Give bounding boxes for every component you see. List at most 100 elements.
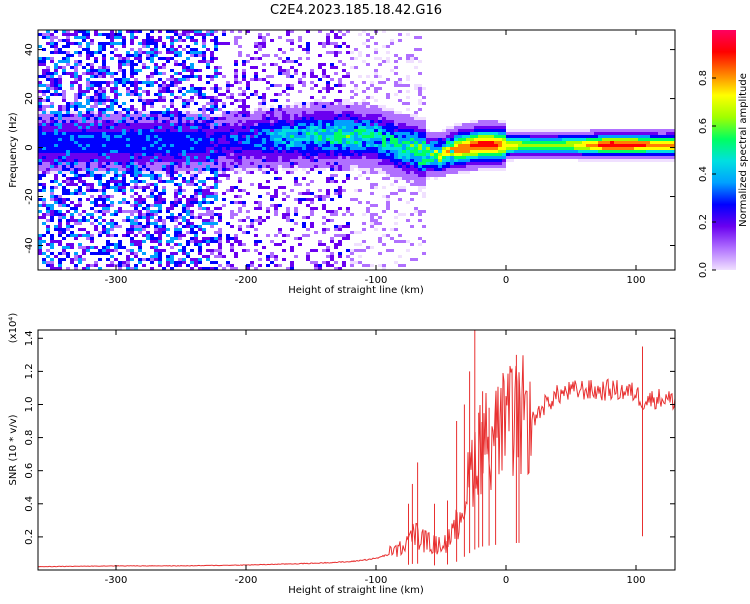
spectrogram-cell (210, 96, 214, 99)
spectrogram-cell (50, 234, 54, 237)
spectrogram-cell (386, 201, 390, 204)
spectrogram-cell (106, 123, 110, 126)
spectrogram-cell (118, 135, 122, 138)
spectrogram-cell (354, 138, 358, 141)
spectrogram-cell (182, 177, 186, 180)
spectrogram-cell (118, 180, 122, 183)
spectrogram-cell (382, 111, 386, 114)
spectrogram-cell (370, 111, 374, 114)
spectrogram-cell (78, 165, 82, 168)
spectrogram-cell (162, 219, 166, 222)
spectrogram-cell (74, 75, 78, 78)
spectrogram-cell (110, 39, 114, 42)
spectrogram-cell (158, 201, 162, 204)
spectrogram-cell (86, 87, 90, 90)
spectrogram-cell (70, 201, 74, 204)
spectrogram-cell (266, 117, 270, 120)
spectrogram-cell (58, 225, 62, 228)
spectrogram-cell (398, 132, 402, 135)
spectrogram-cell (306, 159, 310, 162)
spectrogram-cell (154, 123, 158, 126)
spectrogram-cell (518, 132, 522, 135)
spectrogram-cell (174, 123, 178, 126)
spectrogram-cell (78, 30, 82, 33)
spectrogram-cell (398, 33, 402, 36)
spectrogram-cell (338, 189, 342, 192)
spectrogram-cell (390, 141, 394, 144)
spectrogram-cell (486, 132, 490, 135)
spectrogram-cell (146, 114, 150, 117)
spectrogram-cell (186, 57, 190, 60)
spectrogram-cell (110, 195, 114, 198)
spectrogram-cell (150, 111, 154, 114)
spectrogram-cell (50, 33, 54, 36)
spectrogram-cell (130, 141, 134, 144)
spectrogram-cell (254, 168, 258, 171)
spectrogram-cell (310, 72, 314, 75)
spectrogram-cell (70, 54, 74, 57)
spectrogram-cell (398, 126, 402, 129)
spectrogram-cell (178, 156, 182, 159)
spectrogram-cell (250, 147, 254, 150)
spectrogram-cell (326, 156, 330, 159)
spectrogram-cell (386, 150, 390, 153)
spectrogram-cell (306, 147, 310, 150)
spectrogram-cell (66, 30, 70, 33)
spectrogram-cell (458, 147, 462, 150)
spectrogram-cell (178, 234, 182, 237)
spectrogram-cell (286, 141, 290, 144)
spectrogram-cell (442, 168, 446, 171)
spectrogram-cell (262, 165, 266, 168)
spectrogram-cell (346, 123, 350, 126)
spectrogram-cell (186, 159, 190, 162)
spectrogram-cell (118, 123, 122, 126)
spectrogram-cell (170, 153, 174, 156)
spectrogram-cell (158, 261, 162, 264)
spectrogram-cell (570, 150, 574, 153)
spectrogram-cell (126, 234, 130, 237)
spectrogram-cell (94, 144, 98, 147)
spectrogram-cell (138, 141, 142, 144)
spectrogram-cell (530, 144, 534, 147)
spectrogram-cell (342, 153, 346, 156)
spectrogram-cell (210, 213, 214, 216)
spectrogram-cell (118, 207, 122, 210)
spectrogram-cell (422, 168, 426, 171)
spectrogram-cell (454, 138, 458, 141)
spectrogram-cell (194, 144, 198, 147)
spectrogram-cell (198, 249, 202, 252)
spectrogram-cell (330, 114, 334, 117)
spectrogram-cell (334, 180, 338, 183)
spectrogram-cell (226, 150, 230, 153)
spectrogram-cell (150, 120, 154, 123)
spectrogram-cell (254, 150, 258, 153)
spectrogram-cell (606, 147, 610, 150)
spectrogram-cell (230, 93, 234, 96)
spectrogram-cell (326, 141, 330, 144)
spectrogram-cell (206, 210, 210, 213)
spectrogram-cell (106, 129, 110, 132)
spectrogram-cell (442, 159, 446, 162)
spectrogram-cell (338, 252, 342, 255)
spectrogram-cell (134, 267, 138, 270)
spectrogram-cell (66, 114, 70, 117)
spectrogram-cell (314, 132, 318, 135)
spectrogram-cell (490, 135, 494, 138)
spectrogram-cell (298, 111, 302, 114)
spectrogram-cell (214, 159, 218, 162)
spectrogram-cell (206, 141, 210, 144)
spectrogram-cell (66, 222, 70, 225)
spectrogram-cell (302, 144, 306, 147)
spectrogram-cell (286, 168, 290, 171)
spectrogram-cell (86, 114, 90, 117)
spectrogram-cell (38, 60, 42, 63)
spectrogram-cell (162, 129, 166, 132)
spectrogram-cell (302, 177, 306, 180)
spectrogram-cell (66, 117, 70, 120)
spectrogram-cell (74, 159, 78, 162)
spectrogram-cell (62, 132, 66, 135)
spectrogram-cell (358, 129, 362, 132)
spectrogram-cell (286, 132, 290, 135)
spectrogram-cell (178, 165, 182, 168)
spectrogram-cell (162, 84, 166, 87)
